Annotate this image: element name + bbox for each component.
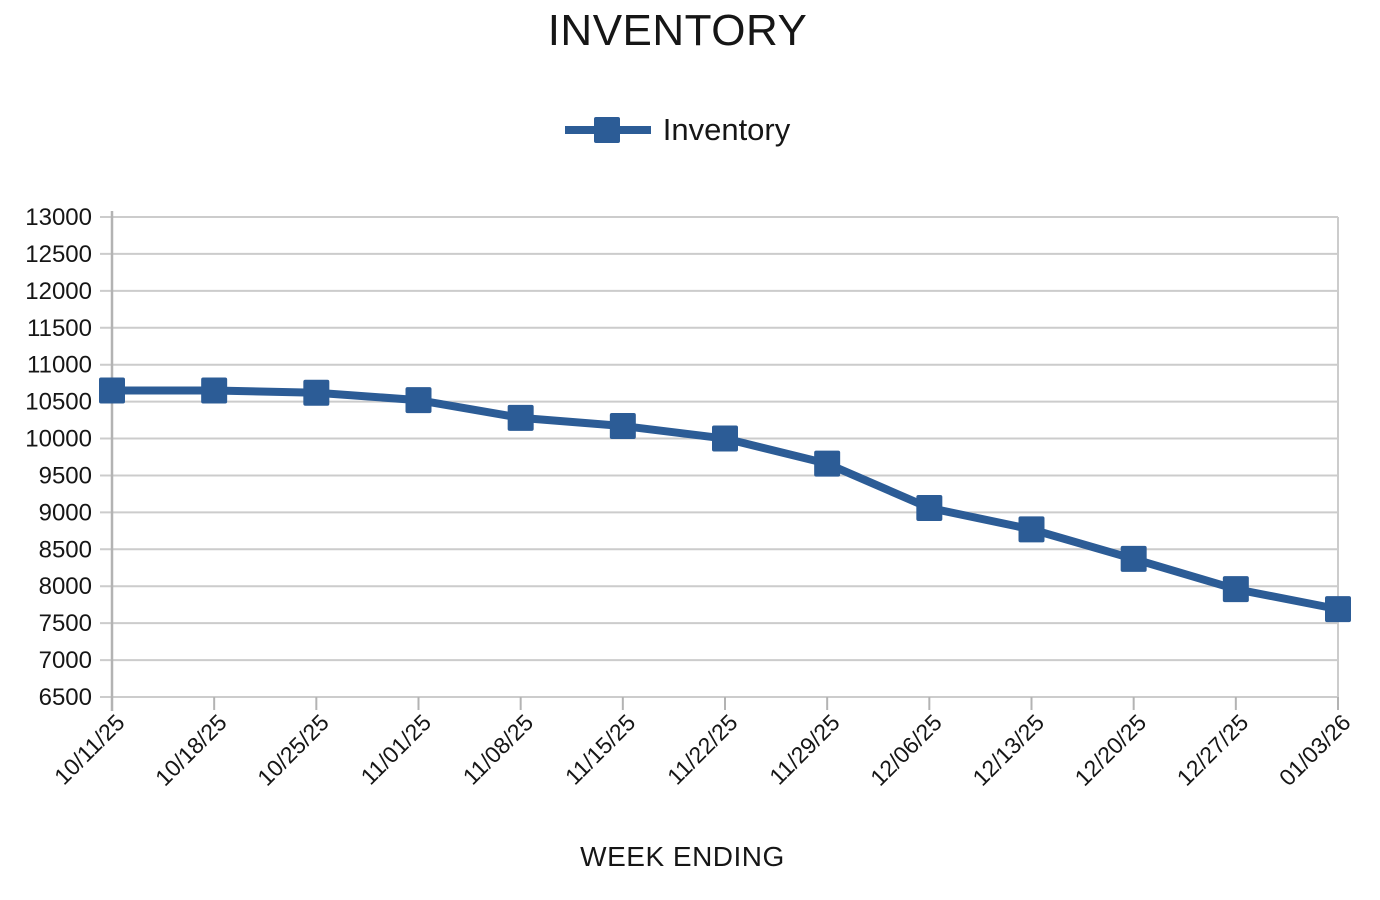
- x-tick-label: 11/15/25: [560, 709, 640, 789]
- y-tick-label: 11500: [27, 315, 92, 342]
- x-tick-label: 11/22/25: [662, 709, 742, 789]
- data-point-marker: [201, 377, 228, 404]
- y-tick-label: 12500: [25, 241, 92, 268]
- y-tick-label: 10500: [25, 389, 92, 416]
- y-tick-label: 12000: [25, 278, 92, 305]
- data-point-marker: [99, 377, 125, 404]
- x-tick-label: 12/13/25: [967, 709, 1049, 791]
- x-tick-label: 01/03/26: [1274, 709, 1356, 791]
- y-tick-label: 13000: [25, 204, 92, 231]
- x-tick-label: 12/06/25: [865, 709, 947, 791]
- x-tick-label: 12/20/25: [1070, 709, 1152, 791]
- data-point-marker: [1018, 516, 1045, 543]
- y-tick-label: 8000: [39, 573, 92, 600]
- y-tick-label: 10000: [25, 426, 92, 453]
- x-tick-label: 11/01/25: [356, 709, 436, 789]
- series-line: [108, 386, 1342, 614]
- data-point-marker: [405, 387, 432, 414]
- x-axis-title: WEEK ENDING: [580, 841, 785, 872]
- chart-title: INVENTORY: [547, 6, 808, 55]
- x-tick-label: 10/25/25: [252, 709, 334, 791]
- data-point-marker: [1120, 545, 1147, 572]
- x-tick-label: 10/11/25: [49, 709, 129, 789]
- y-tick-label: 7500: [39, 610, 92, 637]
- y-tick-label: 8500: [39, 536, 92, 563]
- x-tick-label: 11/08/25: [458, 709, 538, 789]
- y-tick-label: 6500: [39, 684, 92, 711]
- y-tick-label: 7000: [39, 647, 92, 674]
- y-tick-label: 9500: [39, 462, 92, 489]
- legend: Inventory: [0, 112, 1355, 148]
- data-point-marker: [814, 450, 841, 477]
- x-tick-label: 10/18/25: [150, 709, 232, 791]
- x-tick-label: 12/27/25: [1172, 709, 1254, 791]
- y-tick-label: 9000: [39, 499, 92, 526]
- data-point-marker: [1222, 576, 1249, 603]
- data-point-marker: [916, 494, 943, 521]
- data-point-marker: [507, 404, 534, 431]
- data-point-marker: [609, 412, 636, 439]
- legend-marker-icon: [564, 117, 651, 143]
- x-tick-label: 11/29/25: [764, 709, 844, 789]
- data-point-marker: [1325, 596, 1351, 623]
- y-tick-label: 11000: [27, 352, 92, 379]
- data-point-marker: [303, 379, 330, 406]
- legend-series-label: Inventory: [662, 112, 791, 147]
- data-point-marker: [712, 425, 738, 452]
